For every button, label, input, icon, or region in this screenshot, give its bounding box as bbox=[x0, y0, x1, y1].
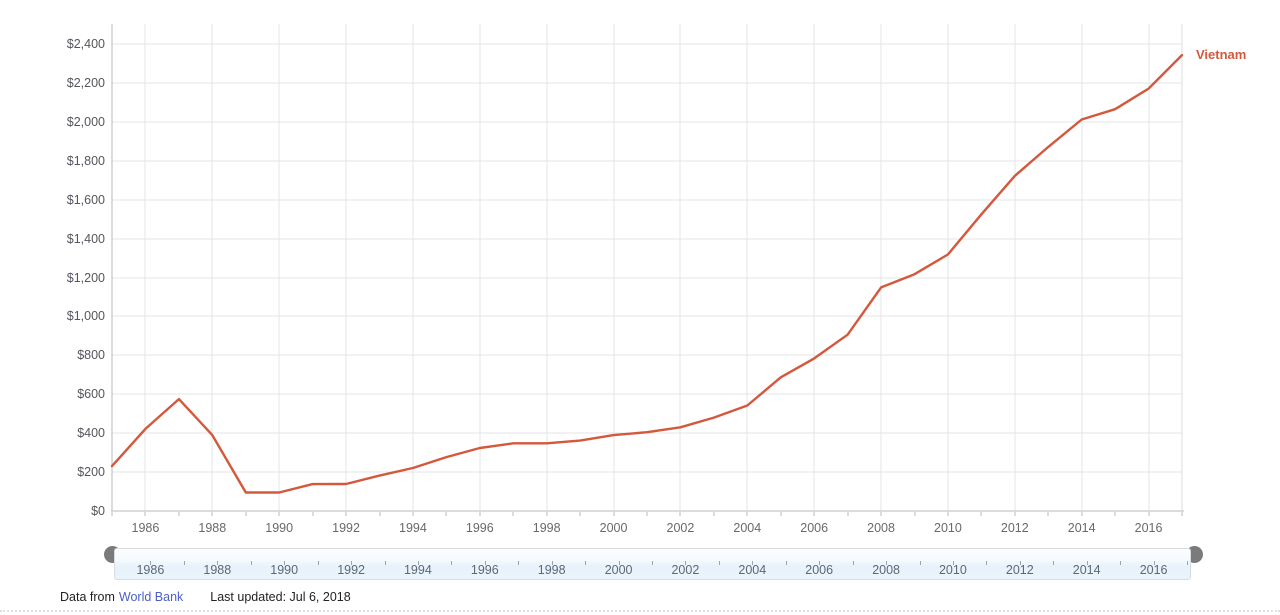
x-axis-label: 2012 bbox=[1001, 521, 1029, 535]
slider-tick bbox=[1019, 561, 1021, 565]
bottom-dotted-divider bbox=[0, 610, 1280, 612]
slider-tick bbox=[752, 561, 754, 565]
slider-year-label: 2006 bbox=[805, 563, 834, 577]
slider-tick bbox=[551, 561, 553, 565]
slider-tick bbox=[1120, 561, 1122, 565]
x-axis-label: 2016 bbox=[1135, 521, 1163, 535]
slider-tick bbox=[417, 561, 419, 565]
x-axis-label: 2000 bbox=[600, 521, 628, 535]
last-updated-label: Last updated: Jul 6, 2018 bbox=[210, 590, 351, 604]
y-axis-label: $2,000 bbox=[67, 115, 105, 129]
y-axis-label: $1,800 bbox=[67, 154, 105, 168]
x-axis-label: 2002 bbox=[667, 521, 695, 535]
y-axis-label: $0 bbox=[91, 504, 105, 518]
slider-tick bbox=[518, 561, 520, 565]
x-axis-label: 2008 bbox=[867, 521, 895, 535]
x-axis-label: 1998 bbox=[533, 521, 561, 535]
x-axis-label: 1988 bbox=[198, 521, 226, 535]
time-range-slider[interactable]: 1986 1988 1990 1992 1994 1996 1998 2000 2002 2004… bbox=[0, 542, 1280, 586]
series-line-vietnam[interactable] bbox=[110, 53, 1184, 494]
x-axis-label: 1986 bbox=[132, 521, 160, 535]
slider-tick bbox=[250, 561, 252, 565]
y-axis-label: $1,000 bbox=[67, 309, 105, 323]
slider-tick bbox=[952, 561, 954, 565]
slider-year-label: 1994 bbox=[403, 563, 432, 577]
series-label[interactable]: Vietnam bbox=[1196, 47, 1246, 62]
y-axis-label: $2,400 bbox=[67, 37, 105, 51]
world-bank-link[interactable]: World Bank bbox=[118, 590, 184, 604]
slider-year-label: 2010 bbox=[938, 563, 967, 577]
slider-tick bbox=[919, 561, 921, 565]
slider-tick bbox=[384, 561, 386, 565]
y-axis-label: $200 bbox=[77, 465, 105, 479]
x-axis-label: 2006 bbox=[800, 521, 828, 535]
slider-tick bbox=[585, 561, 587, 565]
slider-year-label: 1988 bbox=[203, 563, 232, 577]
slider-track[interactable]: 1986 1988 1990 1992 1994 1996 1998 2000 2002 2004… bbox=[114, 548, 1191, 580]
slider-year-label: 1992 bbox=[337, 563, 365, 577]
slider-tick bbox=[618, 561, 620, 565]
y-axis-label: $600 bbox=[77, 387, 105, 401]
slider-year-label: 2014 bbox=[1072, 563, 1101, 577]
slider-year-label: 2016 bbox=[1139, 563, 1168, 577]
slider-year-label: 2000 bbox=[604, 563, 633, 577]
slider-tick bbox=[718, 561, 720, 565]
slider-tick bbox=[785, 561, 787, 565]
x-axis-label: 2010 bbox=[934, 521, 962, 535]
grid-layer bbox=[111, 24, 1184, 516]
slider-tick bbox=[986, 561, 988, 565]
slider-tick bbox=[484, 561, 486, 565]
slider-year-label: 1996 bbox=[470, 563, 499, 577]
slider-tick bbox=[150, 561, 152, 565]
footer: Data from World Bank Last updated: Jul 6, … bbox=[60, 590, 351, 604]
gdp-line-chart: $0 $200 $400 $600 $800 $1,000 $1,200 $1,400 $1,6… bbox=[67, 24, 1246, 535]
y-axis-label: $2,200 bbox=[67, 76, 105, 90]
slider-year-label: 2002 bbox=[671, 563, 700, 577]
slider-tick bbox=[1153, 561, 1155, 565]
slider-tick bbox=[217, 561, 219, 565]
slider-tick bbox=[852, 561, 854, 565]
slider-tick bbox=[284, 561, 286, 565]
slider-year-label: 1990 bbox=[270, 563, 299, 577]
slider-year-label: 2012 bbox=[1005, 563, 1034, 577]
y-axis-label: $1,600 bbox=[67, 193, 105, 207]
slider-tick bbox=[652, 561, 653, 565]
slider-tick bbox=[819, 561, 821, 565]
y-axis-label: $1,400 bbox=[67, 232, 105, 246]
slider-tick bbox=[351, 561, 353, 565]
slider-year-label: 2004 bbox=[738, 563, 767, 577]
y-axis-label: $400 bbox=[77, 426, 105, 440]
x-axis-label: 2004 bbox=[733, 521, 761, 535]
slider-tick bbox=[886, 561, 888, 565]
slider-year-label: 2008 bbox=[872, 563, 900, 577]
x-axis-label: 1994 bbox=[399, 521, 427, 535]
x-axis-label: 1992 bbox=[332, 521, 360, 535]
x-axis-label: 1990 bbox=[265, 521, 293, 535]
x-axis-label: 1996 bbox=[466, 521, 494, 535]
y-axis-label: $1,200 bbox=[67, 271, 105, 285]
slider-tick bbox=[1086, 561, 1088, 565]
slider-tick bbox=[685, 561, 687, 565]
x-axis-label: 2014 bbox=[1068, 521, 1096, 535]
slider-tick bbox=[451, 561, 453, 565]
slider-tick bbox=[183, 561, 185, 565]
slider-year-label: 1998 bbox=[537, 563, 566, 577]
data-from-label: Data from bbox=[60, 590, 115, 604]
y-axis-label: $800 bbox=[77, 348, 105, 362]
slider-tick bbox=[1053, 561, 1055, 565]
slider-tick bbox=[317, 561, 319, 565]
slider-tick bbox=[1187, 561, 1188, 565]
slider-year-label: 1986 bbox=[136, 563, 165, 577]
